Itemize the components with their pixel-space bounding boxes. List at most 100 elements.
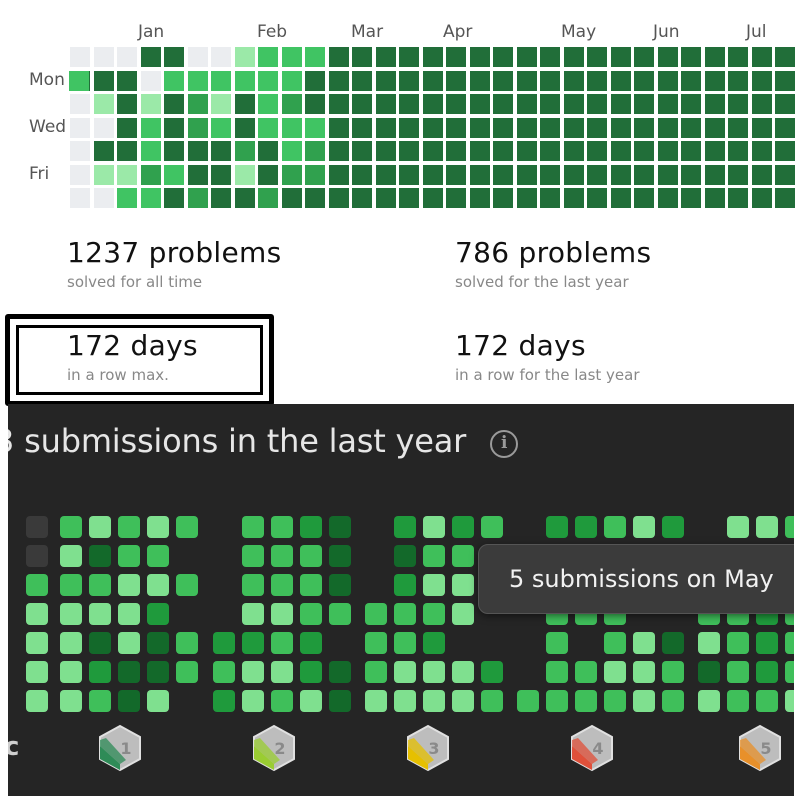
submission-cell[interactable] (176, 516, 198, 538)
submission-cell[interactable] (60, 632, 82, 654)
heatmap-cell[interactable] (234, 117, 255, 138)
submission-cell[interactable] (329, 690, 351, 712)
heatmap-cell[interactable] (446, 164, 466, 185)
heatmap-cell[interactable] (187, 141, 208, 161)
submission-cell[interactable] (423, 661, 445, 683)
submission-cell[interactable] (26, 632, 48, 654)
heatmap-cell[interactable] (563, 188, 584, 208)
heatmap-cell[interactable] (728, 94, 748, 114)
heatmap-cell[interactable] (704, 94, 725, 114)
heatmap-cell[interactable] (234, 164, 255, 185)
heatmap-cell[interactable] (446, 70, 466, 91)
heatmap-cell[interactable] (117, 94, 137, 114)
heatmap-cell[interactable] (93, 94, 114, 114)
heatmap-cell[interactable] (140, 47, 161, 67)
heatmap-cell[interactable] (587, 47, 607, 67)
heatmap-cell[interactable] (164, 47, 184, 67)
heatmap-cell[interactable] (469, 70, 490, 91)
submission-cell[interactable] (300, 632, 322, 654)
submission-cell[interactable] (118, 516, 140, 538)
submission-cell[interactable] (698, 632, 720, 654)
heatmap-cell[interactable] (775, 117, 795, 138)
submission-cell[interactable] (118, 574, 140, 596)
submission-cell[interactable] (147, 574, 169, 596)
heatmap-cell[interactable] (422, 70, 443, 91)
submission-cell[interactable] (26, 545, 48, 567)
submission-cell[interactable] (452, 603, 474, 625)
submission-cell[interactable] (89, 574, 111, 596)
submission-cell[interactable] (300, 545, 322, 567)
submission-cell[interactable] (575, 516, 597, 538)
submission-cell[interactable] (575, 690, 597, 712)
heatmap-cell[interactable] (493, 117, 513, 138)
submission-cell[interactable] (26, 574, 48, 596)
heatmap-cell[interactable] (281, 188, 302, 208)
heatmap-cell[interactable] (587, 117, 607, 138)
submission-cell[interactable] (423, 545, 445, 567)
heatmap-cell[interactable] (422, 117, 443, 138)
heatmap-cell[interactable] (211, 94, 231, 114)
submission-cell[interactable] (213, 661, 235, 683)
level-badge-4[interactable]: 4 (568, 724, 616, 772)
heatmap-cell[interactable] (493, 47, 513, 67)
heatmap-cell[interactable] (187, 47, 208, 67)
submission-cell[interactable] (147, 516, 169, 538)
heatmap-cell[interactable] (140, 188, 161, 208)
heatmap-cell[interactable] (352, 188, 372, 208)
heatmap-cell[interactable] (446, 94, 466, 114)
submission-cell[interactable] (365, 603, 387, 625)
submission-cell[interactable] (365, 690, 387, 712)
submission-cell[interactable] (60, 574, 82, 596)
heatmap-cell[interactable] (164, 117, 184, 138)
heatmap-cell[interactable] (164, 164, 184, 185)
heatmap-cell[interactable] (305, 164, 325, 185)
heatmap-cell[interactable] (352, 70, 372, 91)
heatmap-cell[interactable] (469, 164, 490, 185)
submission-cell[interactable] (785, 661, 794, 683)
heatmap-cell[interactable] (328, 117, 349, 138)
submission-cell[interactable] (546, 516, 568, 538)
submission-cell[interactable] (452, 516, 474, 538)
submission-cell[interactable] (452, 690, 474, 712)
heatmap-cell[interactable] (305, 70, 325, 91)
heatmap-cell[interactable] (140, 164, 161, 185)
heatmap-cell[interactable] (540, 47, 560, 67)
heatmap-cell[interactable] (610, 70, 631, 91)
heatmap-cell[interactable] (258, 70, 278, 91)
submission-cell[interactable] (89, 690, 111, 712)
submission-cell[interactable] (423, 690, 445, 712)
heatmap-cell[interactable] (493, 141, 513, 161)
submission-cell[interactable] (604, 516, 626, 538)
heatmap-cell[interactable] (164, 141, 184, 161)
submission-cell[interactable] (546, 661, 568, 683)
heatmap-cell[interactable] (516, 70, 537, 91)
heatmap-cell[interactable] (399, 94, 419, 114)
heatmap-cell[interactable] (587, 141, 607, 161)
heatmap-cell[interactable] (422, 47, 443, 67)
submission-cell[interactable] (271, 632, 293, 654)
heatmap-cell[interactable] (657, 164, 678, 185)
submission-cell[interactable] (575, 661, 597, 683)
heatmap-cell[interactable] (399, 117, 419, 138)
submission-cell[interactable] (26, 690, 48, 712)
heatmap-cell[interactable] (305, 141, 325, 161)
heatmap-cell[interactable] (610, 94, 631, 114)
submission-cell[interactable] (118, 545, 140, 567)
submission-cell[interactable] (662, 632, 684, 654)
heatmap-cell[interactable] (352, 117, 372, 138)
heatmap-cell[interactable] (751, 164, 772, 185)
heatmap-cell[interactable] (516, 188, 537, 208)
heatmap-cell[interactable] (681, 117, 701, 138)
submission-cell[interactable] (147, 545, 169, 567)
heatmap-cell[interactable] (281, 47, 302, 67)
heatmap-cell[interactable] (469, 94, 490, 114)
heatmap-cell[interactable] (375, 47, 396, 67)
heatmap-cell[interactable] (610, 188, 631, 208)
submission-cell[interactable] (60, 661, 82, 683)
heatmap-cell[interactable] (211, 141, 231, 161)
heatmap-cell[interactable] (69, 70, 89, 91)
level-badge-5[interactable]: 5 (736, 724, 784, 772)
submission-cell[interactable] (394, 545, 416, 567)
submission-cell[interactable] (26, 661, 48, 683)
submission-cell[interactable] (271, 603, 293, 625)
